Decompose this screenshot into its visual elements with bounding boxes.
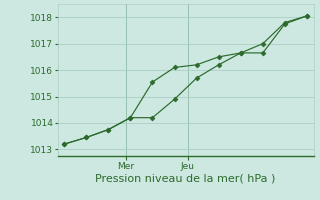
- X-axis label: Pression niveau de la mer( hPa ): Pression niveau de la mer( hPa ): [95, 173, 276, 183]
